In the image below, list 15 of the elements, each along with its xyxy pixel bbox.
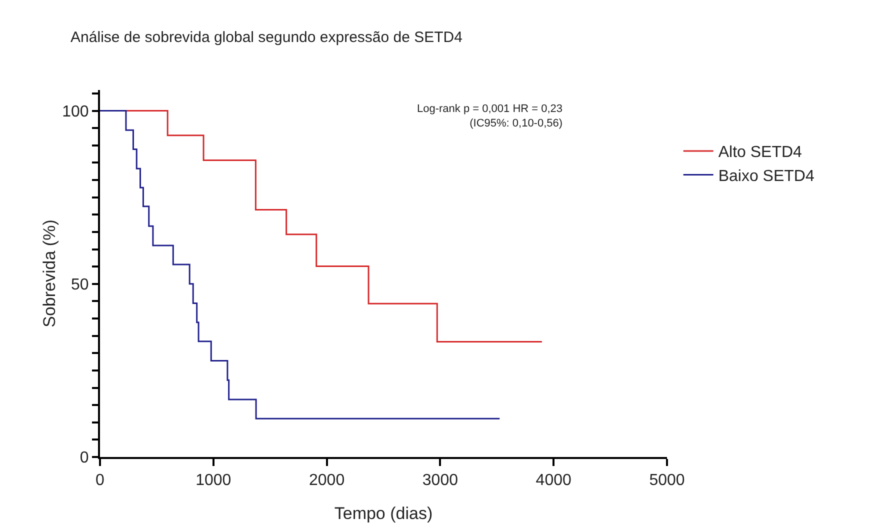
y-tick-label: 0	[80, 450, 89, 467]
x-tick-label: 2000	[309, 472, 345, 490]
x-tick-label: 3000	[422, 472, 458, 490]
x-tick-label: 4000	[536, 472, 572, 490]
x-tick-label: 0	[96, 472, 105, 490]
x-tick-label: 1000	[196, 472, 232, 490]
annotation: Log-rank p = 0,001 HR = 0,23 (IC95%: 0,10-0,56)	[417, 103, 563, 130]
chart-title: Análise de sobrevida global segundo expressão de SETD4	[70, 29, 462, 46]
x-tick-label: 5000	[649, 472, 685, 490]
legend-label: Baixo SETD4	[718, 168, 814, 185]
y-axis-title: Sobrevida (%)	[40, 220, 59, 328]
y-tick-label: 50	[71, 276, 89, 294]
legend-label: Alto SETD4	[718, 144, 802, 162]
x-axis-title: Tempo (dias)	[334, 504, 433, 523]
y-tick-label: 100	[62, 103, 89, 120]
